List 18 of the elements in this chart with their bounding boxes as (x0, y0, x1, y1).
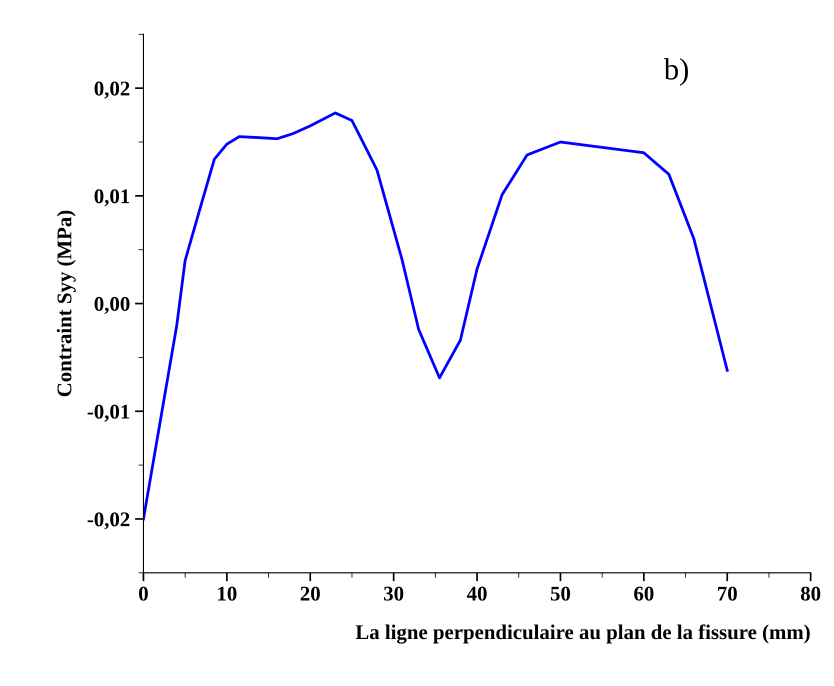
y-tick-label: 0,01 (94, 189, 130, 206)
x-axis-title: La ligne perpendiculaire au plan de la fissure (mm) (356, 624, 810, 644)
annotation: b) (664, 58, 688, 86)
x-tick-label: 50 (550, 586, 570, 601)
x-tick-label: 40 (466, 586, 487, 601)
x-tick-label: 30 (384, 586, 404, 601)
x-tick-label: 80 (800, 586, 820, 601)
x-tick-label: 0 (139, 586, 148, 601)
y-axis-title: Contraint Syy (MPa) (56, 210, 76, 396)
x-tick-label: 10 (218, 586, 236, 601)
x-tick-label: 20 (300, 586, 320, 601)
x-tick-label: 70 (718, 586, 737, 601)
y-tick-label: 0,02 (94, 82, 130, 99)
y-tick-label: -0,02 (88, 512, 130, 530)
y-tick-label: -0,01 (88, 404, 130, 422)
x-tick-label: 60 (634, 586, 654, 601)
line-series (143, 112, 729, 520)
y-tick-label: 0,00 (94, 296, 130, 314)
